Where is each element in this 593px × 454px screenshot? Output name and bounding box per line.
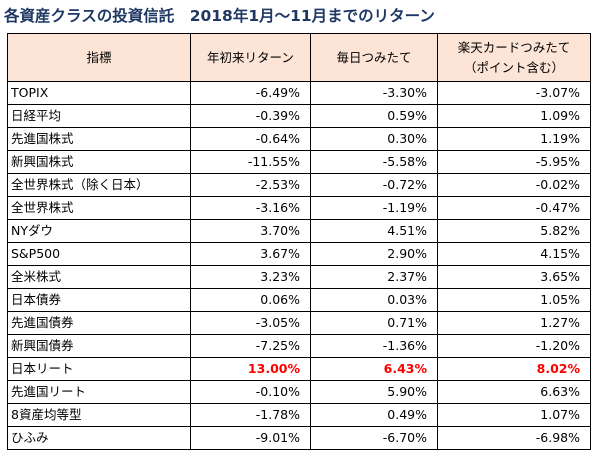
daily-return: -1.19% (310, 196, 438, 220)
daily-return: -1.36% (310, 334, 438, 358)
ytd-return: 3.70% (190, 219, 311, 243)
table-row: 日本債券 0.06% 0.03% 1.05% (7, 288, 591, 312)
card-return: 1.27% (437, 311, 591, 335)
card-return: 5.82% (437, 219, 591, 243)
daily-return: 0.71% (310, 311, 438, 335)
ytd-return: 3.23% (190, 265, 311, 289)
daily-return: 5.90% (310, 380, 438, 404)
table-row-highlighted: 日本リート 13.00% 6.43% 8.02% (7, 357, 591, 381)
ytd-return: 0.06% (190, 288, 311, 312)
ytd-return: -3.16% (190, 196, 311, 220)
card-return: 1.09% (437, 104, 591, 128)
card-return: -1.20% (437, 334, 591, 358)
header-rakuten-card-line2: （ポイント含む） (463, 59, 564, 75)
card-return: 3.65% (437, 265, 591, 289)
ytd-return: 3.67% (190, 242, 311, 266)
table-row: S&P500 3.67% 2.90% 4.15% (7, 242, 591, 266)
table-row: 新興国株式 -11.55% -5.58% -5.95% (7, 150, 591, 174)
table-row: 8資産均等型 -1.78% 0.49% 1.07% (7, 403, 591, 427)
card-return: 1.19% (437, 127, 591, 151)
table-row: 先進国株式 -0.64% 0.30% 1.19% (7, 127, 591, 151)
index-name: ひふみ (7, 426, 191, 450)
index-name: 8資産均等型 (7, 403, 191, 427)
table-row: 日経平均 -0.39% 0.59% 1.09% (7, 104, 591, 128)
daily-return: -3.30% (310, 81, 438, 105)
index-name: 新興国株式 (7, 150, 191, 174)
index-name: 新興国債券 (7, 334, 191, 358)
card-return: 1.05% (437, 288, 591, 312)
ytd-return: -1.78% (190, 403, 311, 427)
index-name: 先進国リート (7, 380, 191, 404)
table-row: TOPIX -6.49% -3.30% -3.07% (7, 81, 591, 105)
ytd-return: -7.25% (190, 334, 311, 358)
ytd-return: -0.39% (190, 104, 311, 128)
header-rakuten-card-line1: 楽天カードつみたて (457, 39, 571, 55)
index-name: TOPIX (7, 81, 191, 105)
ytd-return: -0.10% (190, 380, 311, 404)
card-return: 6.63% (437, 380, 591, 404)
daily-return: -6.70% (310, 426, 438, 450)
daily-return: 0.03% (310, 288, 438, 312)
ytd-return: -2.53% (190, 173, 311, 197)
index-name: 全世界株式（除く日本） (7, 173, 191, 197)
daily-return: -0.72% (310, 173, 438, 197)
daily-return: 0.30% (310, 127, 438, 151)
ytd-return: -9.01% (190, 426, 311, 450)
daily-return: 6.43% (310, 357, 438, 381)
card-return: -0.02% (437, 173, 591, 197)
card-return: 4.15% (437, 242, 591, 266)
table-row: 先進国リート -0.10% 5.90% 6.63% (7, 380, 591, 404)
header-rakuten-card-accumulation: 楽天カードつみたて （ポイント含む） (437, 33, 591, 82)
table-row: 全世界株式 -3.16% -1.19% -0.47% (7, 196, 591, 220)
header-daily-accumulation: 毎日つみたて (310, 33, 438, 82)
table-row: 新興国債券 -7.25% -1.36% -1.20% (7, 334, 591, 358)
card-return: 1.07% (437, 403, 591, 427)
table-row: 全米株式 3.23% 2.37% 3.65% (7, 265, 591, 289)
daily-return: 2.37% (310, 265, 438, 289)
header-index: 指標 (7, 33, 191, 82)
ytd-return: -6.49% (190, 81, 311, 105)
page-title: 各資産クラスの投資信託 2018年1月～11月までのリターン (4, 7, 435, 25)
daily-return: 4.51% (310, 219, 438, 243)
ytd-return: -3.05% (190, 311, 311, 335)
index-name: NYダウ (7, 219, 191, 243)
table-header-row: 指標 年初来リターン 毎日つみたて 楽天カードつみたて （ポイント含む） (7, 33, 591, 82)
index-name: 日本債券 (7, 288, 191, 312)
ytd-return: -0.64% (190, 127, 311, 151)
index-name: 日経平均 (7, 104, 191, 128)
daily-return: 2.90% (310, 242, 438, 266)
table-row: 全世界株式（除く日本） -2.53% -0.72% -0.02% (7, 173, 591, 197)
index-name: 全米株式 (7, 265, 191, 289)
index-name: 先進国株式 (7, 127, 191, 151)
card-return: -3.07% (437, 81, 591, 105)
daily-return: 0.59% (310, 104, 438, 128)
daily-return: -5.58% (310, 150, 438, 174)
index-name: 日本リート (7, 357, 191, 381)
header-ytd-return: 年初来リターン (190, 33, 311, 82)
card-return: -0.47% (437, 196, 591, 220)
table-row: 先進国債券 -3.05% 0.71% 1.27% (7, 311, 591, 335)
table-row: ひふみ -9.01% -6.70% -6.98% (7, 426, 591, 450)
ytd-return: -11.55% (190, 150, 311, 174)
card-return: -5.95% (437, 150, 591, 174)
table-row: NYダウ 3.70% 4.51% 5.82% (7, 219, 591, 243)
ytd-return: 13.00% (190, 357, 311, 381)
index-name: 全世界株式 (7, 196, 191, 220)
index-name: S&P500 (7, 242, 191, 266)
daily-return: 0.49% (310, 403, 438, 427)
card-return: 8.02% (437, 357, 591, 381)
card-return: -6.98% (437, 426, 591, 450)
returns-table: 指標 年初来リターン 毎日つみたて 楽天カードつみたて （ポイント含む） TOPI… (7, 33, 591, 450)
index-name: 先進国債券 (7, 311, 191, 335)
